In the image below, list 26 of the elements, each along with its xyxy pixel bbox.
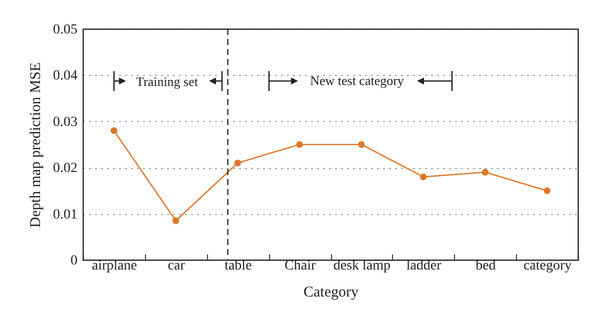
x-tick-label: car	[168, 258, 186, 274]
y-tick-label: 0.04	[53, 68, 78, 84]
point	[358, 141, 365, 148]
x-tick-label: table	[224, 258, 252, 274]
y-tick-label: 0.02	[53, 161, 78, 176]
x-tick-label: desk lamp	[333, 258, 391, 274]
point	[234, 160, 242, 166]
point	[482, 168, 489, 176]
annotation: Training set	[136, 74, 198, 89]
point	[544, 187, 550, 194]
y-tick-label: 0	[70, 254, 78, 268]
x-tick-label: airplane	[92, 258, 137, 274]
x-tick-label: Chair	[284, 258, 316, 274]
point	[172, 217, 180, 224]
x-axis-title: Category	[304, 284, 359, 300]
point	[110, 127, 118, 134]
y-tick-label: 0.03	[53, 114, 78, 130]
x-tick-label: bed	[476, 258, 496, 274]
y-axis-title: Depth map prediction MSE	[28, 62, 44, 228]
x-tick-label: category	[523, 258, 572, 274]
annotation: New test category	[310, 73, 404, 88]
y-tick-label: 0.01	[53, 207, 78, 222]
x-tick-label: ladder	[406, 258, 442, 274]
point	[420, 173, 427, 180]
y-tick-label: 0.05	[53, 22, 78, 38]
point	[296, 141, 303, 148]
